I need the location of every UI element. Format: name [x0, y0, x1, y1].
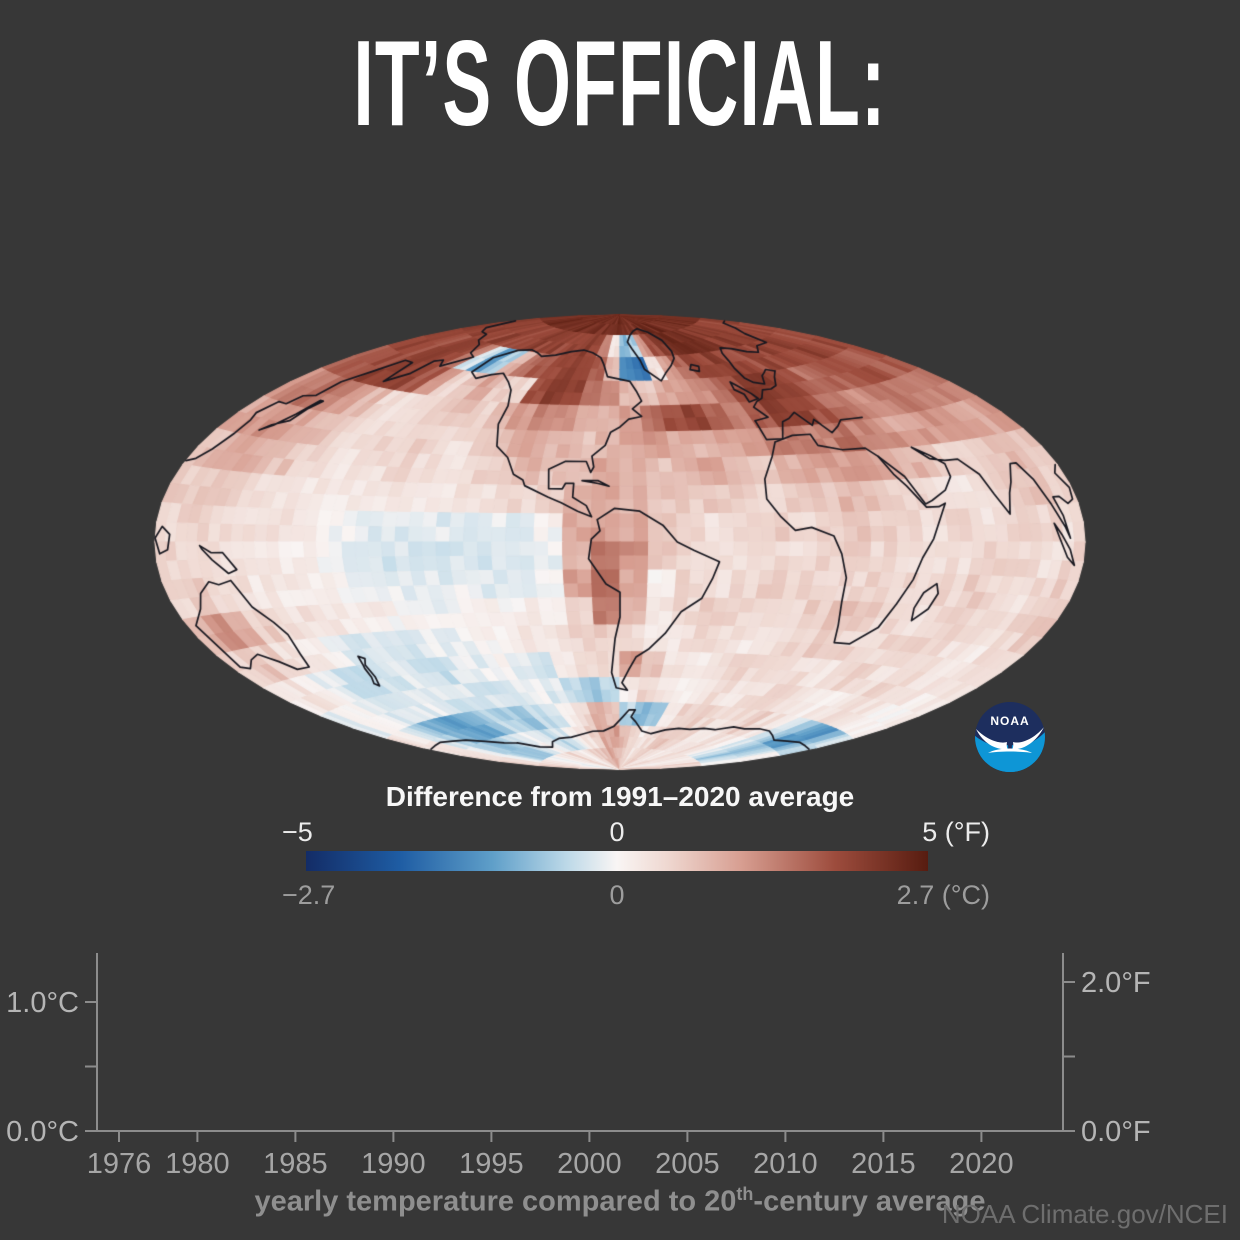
- noaa-logo-seagull-icon: [976, 727, 1044, 753]
- noaa-logo-text: NOAA: [990, 714, 1029, 728]
- year-label: 2015: [851, 1148, 916, 1180]
- left-axis-label: 0.0°C: [6, 1116, 79, 1148]
- year-label: 2020: [949, 1148, 1014, 1180]
- right-axis-label: 0.0°F: [1081, 1116, 1151, 1148]
- legend-c-max: 2.7 (°C): [896, 880, 990, 910]
- year-label: 1990: [361, 1148, 426, 1180]
- legend-title: Difference from 1991–2020 average: [385, 781, 855, 812]
- legend-c-min: −2.7: [282, 880, 336, 910]
- legend-f-zero: 0: [609, 817, 625, 847]
- right-axis-label: 2.0°F: [1081, 967, 1151, 999]
- year-label: 1980: [165, 1148, 230, 1180]
- year-label: 2005: [655, 1148, 720, 1180]
- legend-f-max: 5 (°F): [922, 817, 990, 847]
- legend-colorbar: [306, 851, 928, 871]
- attribution-text: NOAA Climate.gov/NCEI: [941, 1199, 1228, 1229]
- legend-fahrenheit-labels: −5 0 5 (°F): [282, 817, 990, 847]
- left-axis-label: 1.0°C: [6, 987, 79, 1019]
- legend-f-min: −5: [282, 817, 313, 847]
- year-label: 1995: [459, 1148, 524, 1180]
- noaa-logo: NOAA: [975, 702, 1045, 772]
- legend-c-zero: 0: [609, 880, 625, 910]
- page-title: IT’S OFFICIAL:: [353, 15, 887, 151]
- year-label: 1976: [87, 1148, 152, 1180]
- legend-celsius-labels: −2.7 0 2.7 (°C): [282, 880, 990, 910]
- year-label: 2000: [557, 1148, 622, 1180]
- chart-caption: yearly temperature compared to 20th-cent…: [254, 1184, 986, 1218]
- year-label: 2010: [753, 1148, 818, 1180]
- year-label: 1985: [263, 1148, 328, 1180]
